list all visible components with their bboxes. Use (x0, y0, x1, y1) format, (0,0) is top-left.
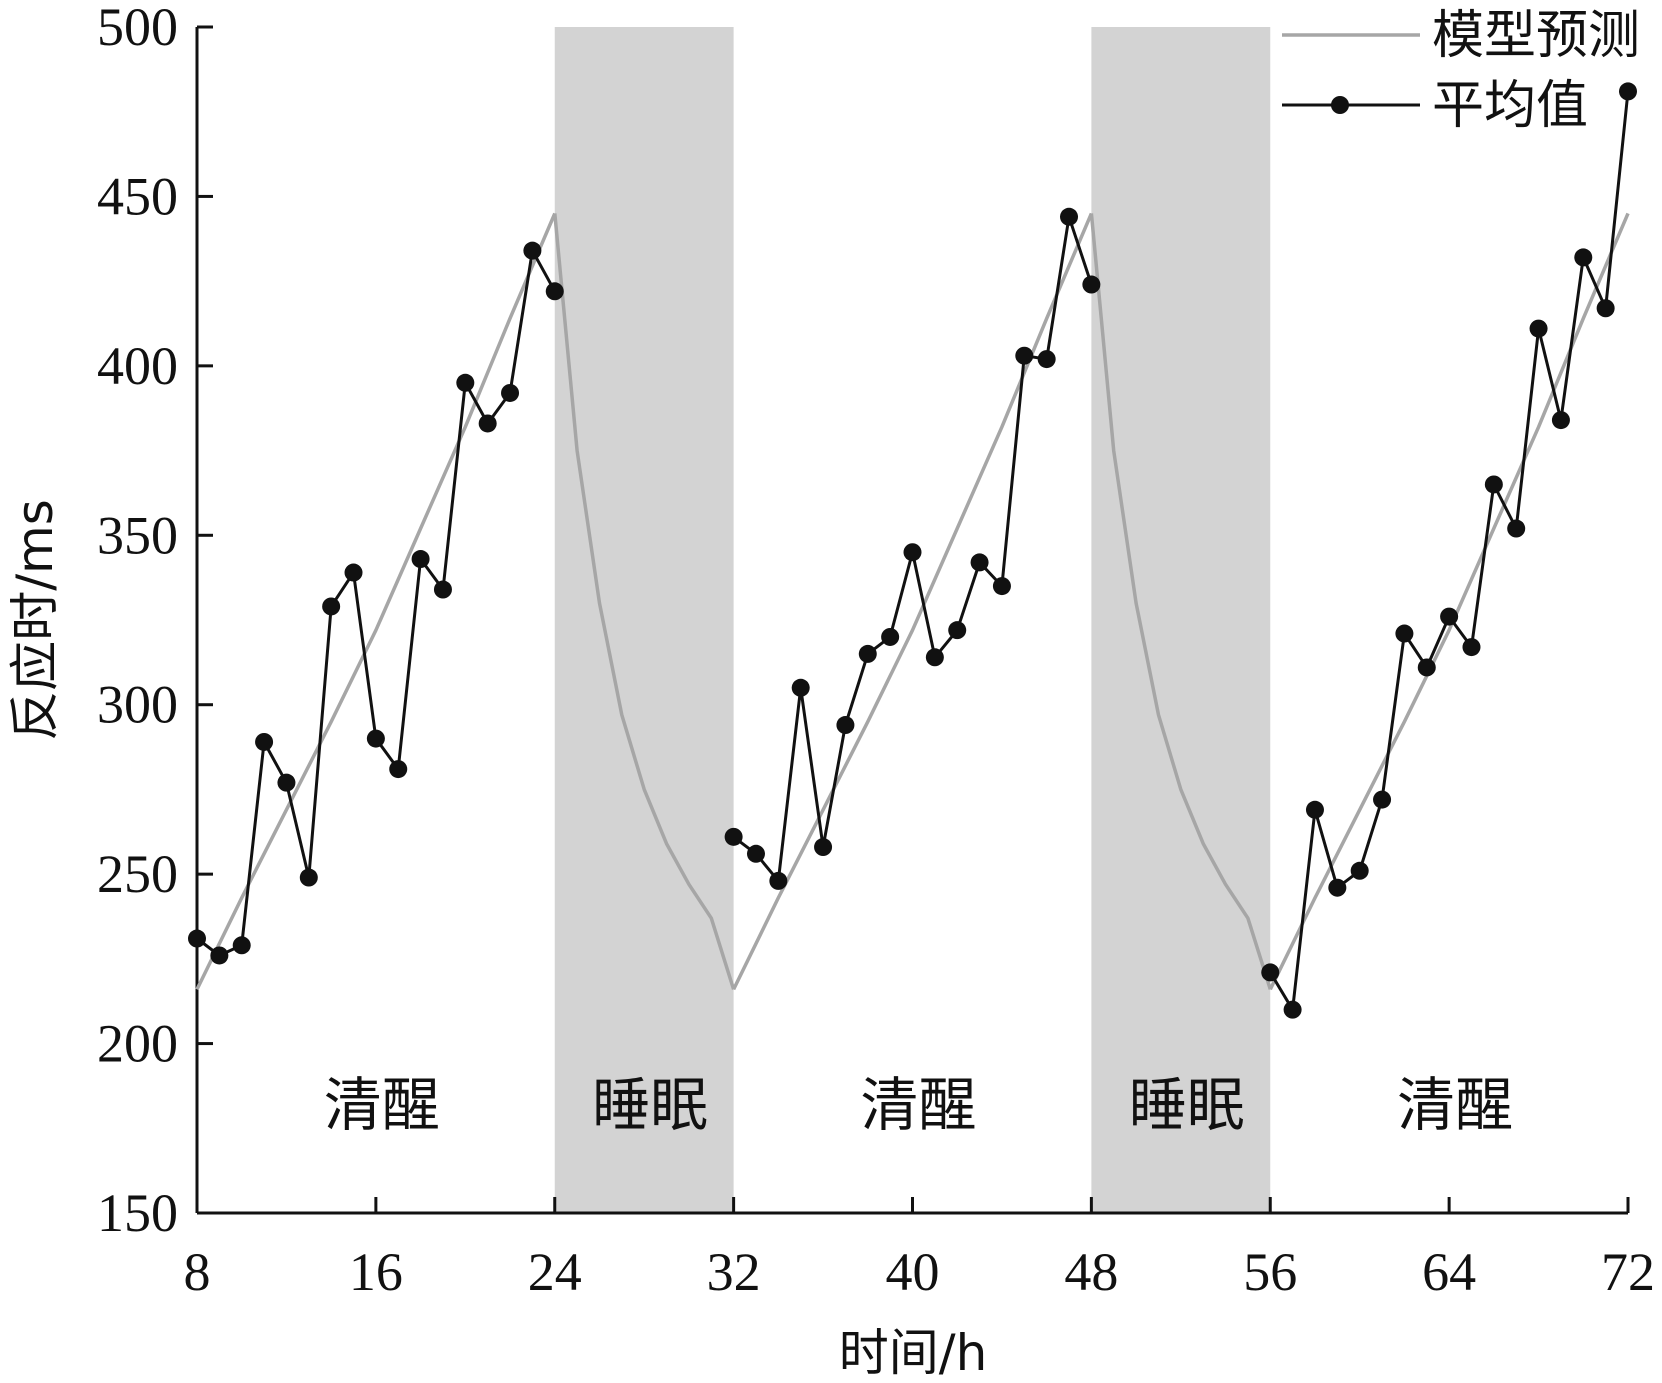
mean-point (1328, 878, 1347, 897)
region-label: 睡眠 (1129, 1071, 1245, 1139)
mean-point (1261, 963, 1280, 982)
axes (195, 27, 1628, 1215)
mean-point (769, 871, 788, 890)
mean-point (1373, 790, 1392, 809)
mean-point (881, 627, 900, 646)
mean-line-segment (1269, 91, 1630, 1012)
x-tick-label: 64 (1422, 1242, 1476, 1302)
mean-point (925, 648, 944, 667)
x-tick-label: 16 (349, 1242, 403, 1302)
model-line-segment (195, 212, 557, 991)
y-tick-label: 300 (97, 675, 178, 735)
mean-line-segment (196, 249, 557, 957)
mean-point (456, 373, 475, 392)
legend-model-label: 模型预测 (1432, 6, 1640, 66)
mean-point (344, 563, 363, 582)
mean-point (322, 597, 341, 616)
y-tick-label: 200 (97, 1014, 178, 1074)
mean-point (1596, 299, 1615, 318)
model-line-segment (732, 212, 1094, 991)
mean-point (1551, 411, 1570, 430)
region-labels: 清醒 睡眠 清醒 睡眠 清醒 (324, 1071, 1513, 1139)
series-mean (188, 82, 1637, 1019)
x-tick-label: 24 (528, 1242, 582, 1302)
mean-point (478, 414, 497, 433)
x-tick-label: 48 (1064, 1242, 1118, 1302)
mean-point (1462, 638, 1481, 657)
mean-point (903, 543, 922, 562)
mean-point (1037, 350, 1056, 369)
mean-point (188, 929, 206, 948)
mean-point (389, 760, 408, 779)
region-label: 睡眠 (592, 1071, 708, 1139)
mean-point (210, 946, 229, 965)
mean-point (545, 282, 564, 301)
mean-point (1060, 207, 1079, 226)
x-tick-label: 40 (886, 1242, 940, 1302)
region-label: 清醒 (860, 1071, 976, 1139)
mean-point (1619, 82, 1637, 101)
mean-point (1574, 248, 1593, 267)
y-tick-label: 350 (97, 505, 178, 565)
mean-point (858, 644, 877, 663)
mean-point (1082, 275, 1101, 294)
mean-point (948, 621, 967, 640)
y-axis-title: 反应时/ms (6, 499, 64, 741)
mean-point (1507, 519, 1526, 538)
sleep-band (554, 27, 734, 1213)
region-label: 清醒 (324, 1071, 440, 1139)
mean-point (1440, 607, 1459, 626)
x-tick-label: 32 (707, 1242, 761, 1302)
model-line-segment (553, 213, 736, 990)
mean-point (1350, 861, 1369, 880)
mean-point (433, 580, 452, 599)
mean-point (814, 838, 833, 857)
sleep-bands (554, 27, 1271, 1213)
sleep-band (1091, 27, 1271, 1213)
x-tick-label: 8 (184, 1242, 211, 1302)
mean-point (1529, 319, 1548, 338)
mean-point (970, 553, 989, 572)
model-line-segment (1089, 213, 1272, 990)
legend-mean-marker (1331, 96, 1349, 114)
mean-point (836, 716, 855, 735)
y-tick-label: 150 (97, 1183, 178, 1243)
x-tick-label: 56 (1243, 1242, 1297, 1302)
mean-point (1283, 1000, 1302, 1019)
legend-mean-label: 平均值 (1432, 76, 1588, 136)
mean-point (299, 868, 318, 887)
mean-point (255, 732, 274, 751)
mean-point (1484, 475, 1503, 494)
mean-point (366, 729, 385, 748)
model-line-segment (1268, 212, 1630, 991)
region-label: 清醒 (1397, 1071, 1513, 1139)
y-tick-label: 250 (97, 844, 178, 904)
mean-point (1417, 658, 1436, 677)
mean-point (411, 550, 430, 569)
mean-point (724, 827, 743, 846)
mean-point (277, 773, 296, 792)
y-tick-label: 450 (97, 166, 178, 226)
x-axis-title: 时间/h (839, 1324, 988, 1382)
ticks: 8 16 24 32 40 48 56 64 72 150 200 250 300 350 400 450 50… (97, 0, 1655, 1302)
mean-point (1395, 624, 1414, 643)
mean-point (523, 241, 542, 260)
x-tick-label: 72 (1601, 1242, 1655, 1302)
mean-point (746, 844, 765, 863)
mean-point (1305, 800, 1324, 819)
series-model-prediction (195, 212, 1630, 991)
y-tick-label: 500 (97, 0, 178, 57)
mean-point (1015, 346, 1034, 365)
mean-point (992, 577, 1011, 596)
mean-point (501, 383, 520, 402)
y-tick-label: 400 (97, 336, 178, 396)
legend: 模型预测 平均值 (1282, 6, 1640, 136)
mean-point (791, 678, 810, 697)
mean-point (232, 936, 251, 955)
